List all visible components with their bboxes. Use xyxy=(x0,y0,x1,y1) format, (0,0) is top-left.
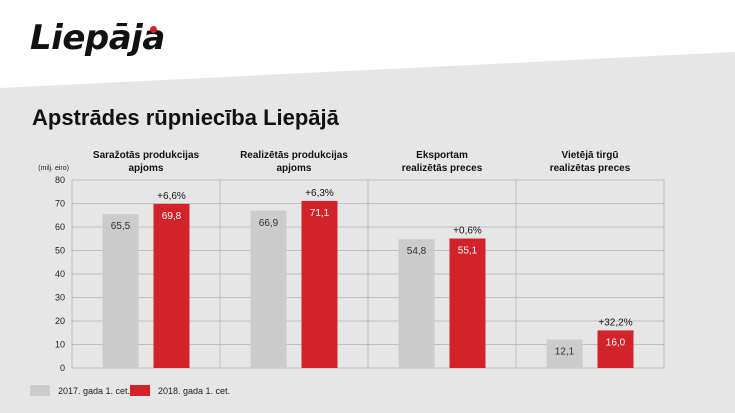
bar-2018-2 xyxy=(449,238,486,368)
y-tick-label-80: 80 xyxy=(55,175,65,185)
category-label-1-0: Realizētās produkcijas xyxy=(240,150,348,161)
category-label-0-0: Saražotās produkcijas xyxy=(93,150,200,161)
category-label-2-0: Eksportam xyxy=(416,150,468,161)
change-label-1: +6,3% xyxy=(305,188,334,199)
y-tick-label-70: 70 xyxy=(55,199,65,209)
y-tick-label-40: 40 xyxy=(55,269,65,279)
bar-2017-0 xyxy=(102,214,139,368)
category-label-1-1: apjoms xyxy=(276,163,311,174)
change-label-3: +32,2% xyxy=(598,317,632,328)
change-label-2: +0,6% xyxy=(453,226,482,237)
y-tick-label-60: 60 xyxy=(55,222,65,232)
bar-2018-0 xyxy=(153,203,190,368)
value-label-2017-2: 54,8 xyxy=(407,246,427,257)
bar-2017-2 xyxy=(398,239,435,368)
y-tick-label-0: 0 xyxy=(60,363,65,373)
legend-item-2018: 2018. gada 1. cet. xyxy=(130,385,230,396)
value-label-2018-0: 69,8 xyxy=(162,211,182,222)
bar-2018-1 xyxy=(301,200,338,368)
y-tick-label-50: 50 xyxy=(55,246,65,256)
logo: Liepāja xyxy=(30,18,165,58)
logo-dot xyxy=(150,26,157,33)
value-label-2017-3: 12,1 xyxy=(555,347,575,358)
legend-label-2017: 2017. gada 1. cet. xyxy=(58,385,131,396)
legend-item-2017: 2017. gada 1. cet. xyxy=(30,385,130,396)
change-label-0: +6,6% xyxy=(157,191,186,202)
legend-label-2018: 2018. gada 1. cet. xyxy=(158,385,231,396)
value-label-2018-3: 16,0 xyxy=(606,337,626,348)
bar-2018-3 xyxy=(597,330,634,368)
bar-2017-1 xyxy=(250,210,287,368)
legend-swatch-2017 xyxy=(30,385,50,396)
category-label-0-1: apjoms xyxy=(128,163,163,174)
y-tick-label-10: 10 xyxy=(55,340,65,350)
value-label-2017-1: 66,9 xyxy=(259,218,279,229)
legend-swatch-2018 xyxy=(130,385,150,396)
value-label-2017-0: 65,5 xyxy=(111,221,131,232)
value-label-2018-1: 71,1 xyxy=(310,208,330,219)
category-label-3-1: realizētas preces xyxy=(550,163,631,174)
bar-2017-3 xyxy=(546,339,583,368)
y-axis-label: (milj. eiro) xyxy=(38,165,69,172)
category-label-3-0: Vietējā tirgū xyxy=(561,150,618,161)
y-tick-label-30: 30 xyxy=(55,293,65,303)
value-label-2018-2: 55,1 xyxy=(458,246,478,257)
category-label-2-1: realizētās preces xyxy=(402,163,483,174)
y-tick-label-20: 20 xyxy=(55,316,65,326)
page-title: Apstrādes rūpniecība Liepājā xyxy=(32,105,339,130)
